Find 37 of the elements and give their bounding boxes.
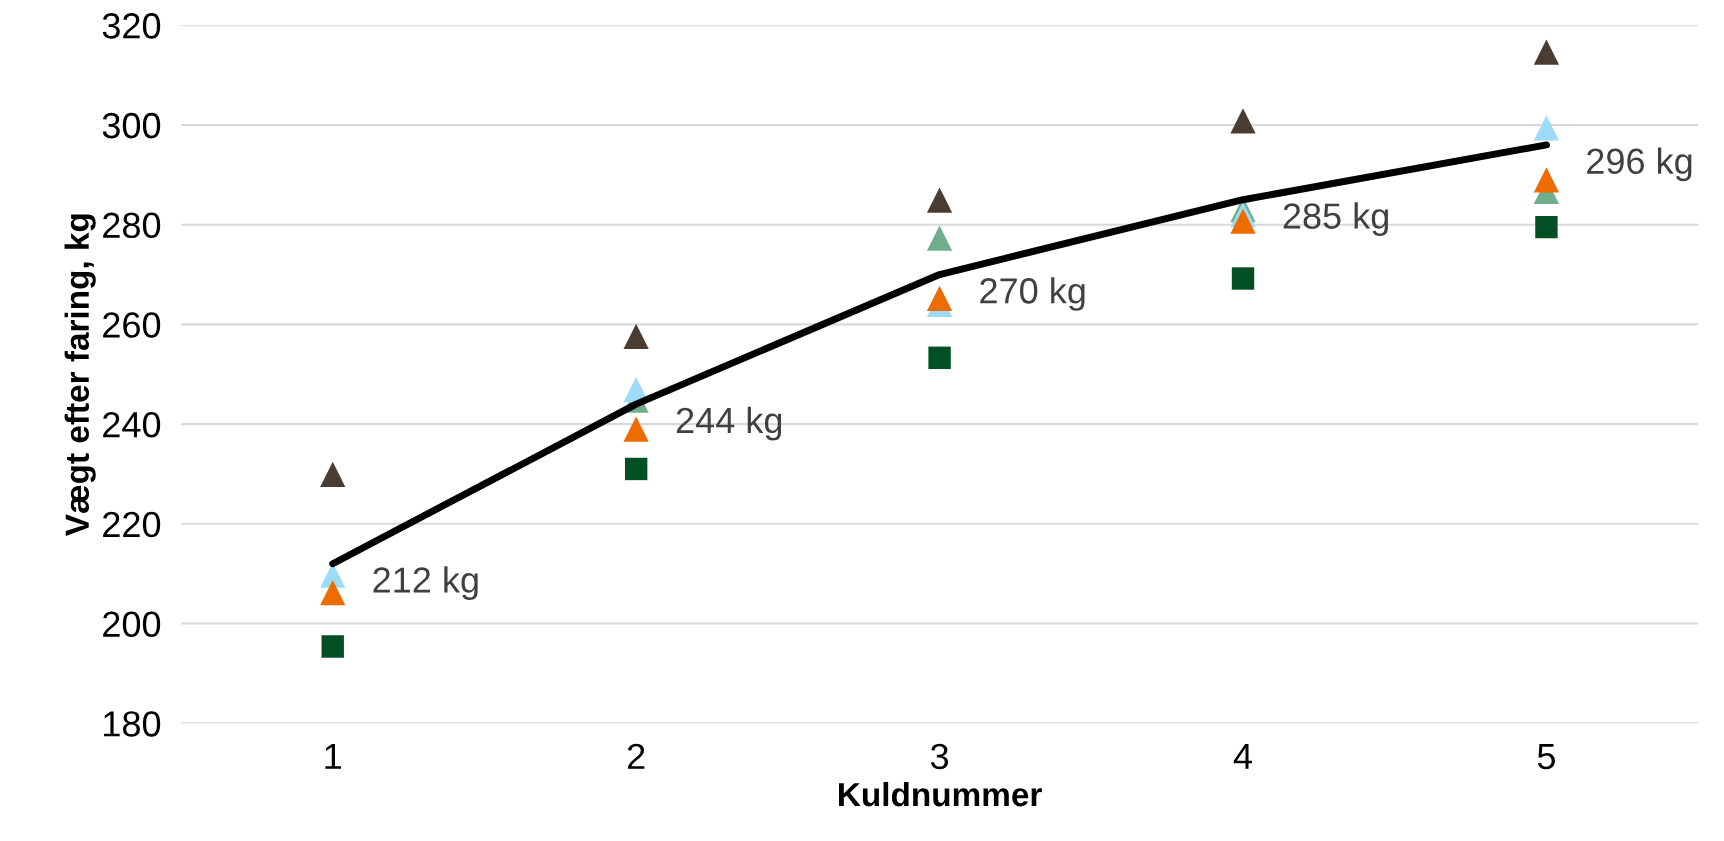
point (926, 187, 953, 213)
y-tick-label: 320 (102, 13, 161, 39)
y-tick-label: 200 (103, 611, 161, 637)
y-tick-label: 220 (103, 511, 161, 538)
point (1533, 167, 1560, 193)
x-tick-label: 2 (627, 743, 645, 769)
data-label: 285 kg (1283, 202, 1388, 237)
point (1535, 215, 1558, 239)
x-tick-label: 4 (1233, 744, 1252, 769)
x-tick-label: 5 (1537, 744, 1555, 770)
point (321, 635, 344, 658)
data-label: 296 kg (1587, 147, 1692, 182)
y-tick-label: 280 (103, 212, 161, 239)
point (926, 285, 953, 312)
x-tick-label: 3 (930, 743, 949, 770)
point (1230, 208, 1256, 234)
data-label: 212 kg (373, 566, 478, 600)
point (1533, 39, 1560, 65)
y-axis-title: Vægt efter faring, kg (64, 214, 96, 537)
data-label: 244 kg (676, 406, 782, 441)
data-label: 270 kg (980, 277, 1085, 311)
y-tick-label: 260 (103, 312, 161, 338)
point (320, 461, 346, 488)
point (624, 457, 648, 481)
point (1231, 267, 1255, 290)
point (1230, 108, 1256, 134)
point (926, 225, 953, 251)
x-axis-title: Kuldnummer (839, 781, 1042, 807)
point (623, 416, 649, 442)
point (1533, 115, 1560, 141)
point (320, 580, 346, 606)
y-tick-label: 240 (103, 411, 161, 438)
point (623, 323, 649, 349)
y-tick-label: 300 (102, 112, 161, 139)
y-tick-label: 180 (104, 711, 161, 737)
point (928, 346, 951, 369)
x-tick-label: 1 (325, 744, 342, 769)
